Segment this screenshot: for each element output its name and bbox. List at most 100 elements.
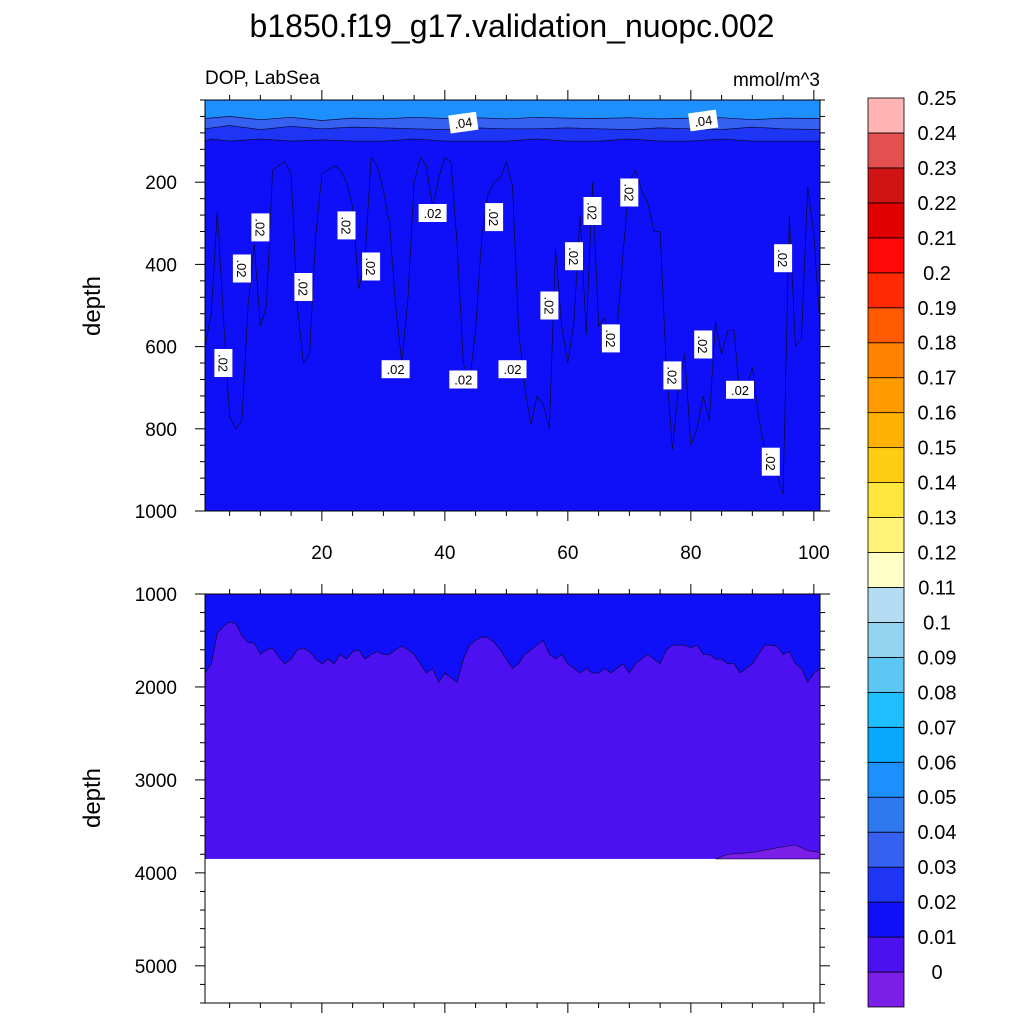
- top-band-0.01: [205, 100, 820, 495]
- colorbar-label: 0.16: [918, 403, 957, 425]
- contour-label-text: .02: [363, 257, 378, 275]
- chart-title: b1850.f19_g17.validation_nuopc.002: [250, 8, 775, 44]
- colorbar-label: 0.18: [918, 333, 957, 355]
- top-x-tick-label: 60: [557, 543, 578, 564]
- colorbar-swatch: [867, 342, 905, 379]
- top-x-tick-label: 80: [680, 543, 701, 564]
- contour-label-box: [774, 244, 793, 273]
- colorbar-label: 0.11: [918, 578, 955, 600]
- colorbar-swatch: [867, 132, 905, 169]
- contour-label: .02: [761, 447, 780, 476]
- colorbar-label: 0.19: [918, 298, 957, 320]
- contour-label-text: .02: [486, 208, 501, 226]
- colorbar-label: 0.23: [918, 158, 957, 180]
- contour-label: .02: [774, 244, 793, 273]
- top-y-tick-label: 1000: [135, 502, 177, 523]
- top-panel: .04 .04 .02 .02 .02 .02 .02 .02 .02 .02 .02 .02 .02.…: [79, 90, 830, 564]
- colorbar-swatch: [867, 237, 905, 274]
- contour-label-box: [726, 380, 754, 399]
- colorbar-label: 0.01: [918, 927, 957, 949]
- contour-label-text: .02: [566, 247, 581, 265]
- colorbar-label: 0.13: [918, 508, 957, 530]
- contour-label-box: [761, 447, 780, 476]
- bottom-y-tick-label: 3000: [135, 771, 177, 792]
- colorbar-swatch: [867, 447, 905, 483]
- contour-label: .02: [251, 213, 270, 242]
- bottom-deep-patch: [715, 844, 821, 860]
- contour-label-box: [214, 349, 233, 377]
- colorbar-label: 0.12: [918, 543, 957, 565]
- top-y-tick-label: 400: [145, 255, 177, 276]
- colorbar-label: 0.04: [918, 822, 957, 844]
- contour-label-box: [601, 324, 620, 353]
- contour-label: .02: [449, 370, 478, 389]
- contour-label: .04: [448, 111, 479, 134]
- colorbar-label: 0.21: [918, 228, 957, 250]
- contour-label-text: .02: [252, 218, 267, 236]
- contour-label: .04: [688, 109, 719, 132]
- colorbar-label: 0.1: [923, 612, 951, 634]
- colorbar-label: 0.17: [918, 368, 957, 390]
- contour-label: .02: [694, 330, 713, 359]
- contour-label-box: [232, 254, 251, 283]
- colorbar-label: 0.07: [918, 717, 957, 739]
- bottom-contour-line-0.01: [204, 621, 821, 684]
- contour-label-text: .02: [387, 362, 405, 377]
- colorbar-label: 0.2: [923, 263, 951, 285]
- colorbar-label: 0.06: [918, 752, 957, 774]
- contour-label-text: .02: [664, 366, 679, 384]
- contour-label-text: .02: [295, 278, 310, 296]
- colorbar-label: 0.22: [918, 193, 957, 215]
- contour-label: .02: [232, 254, 251, 283]
- contour-label-text: .02: [424, 206, 442, 221]
- contour-label-box: [540, 291, 559, 320]
- colorbar-swatch: [867, 482, 905, 518]
- colorbar-label: 0.09: [918, 647, 957, 669]
- colorbar-label: 0.03: [918, 857, 957, 879]
- contour-label: .02: [294, 273, 313, 301]
- contour-label-text: .02: [503, 362, 521, 377]
- bottom-panel: 1000 2000 3000 4000 5000 depth: [79, 584, 830, 1013]
- colorbar-label: 0.05: [918, 787, 957, 809]
- contour-label-text: .04: [693, 112, 713, 129]
- colorbar-swatch: [867, 726, 905, 763]
- colorbar-swatch: [867, 901, 905, 938]
- colorbar-swatch: [867, 796, 905, 833]
- contour-label-text: .02: [695, 335, 710, 353]
- colorbar-swatch: [867, 866, 905, 903]
- colorbar-swatch: [867, 377, 905, 414]
- contour-label: .02: [540, 291, 559, 320]
- colorbar-swatch: [867, 971, 905, 1008]
- top-y-tick-label: 800: [145, 420, 177, 441]
- contour-label-box: [485, 203, 504, 232]
- top-band-0.04: [205, 100, 820, 121]
- colorbar-label: 0.25: [918, 88, 957, 110]
- top-contour-line-0.02: [204, 138, 820, 142]
- colorbar-label: 0: [931, 962, 942, 984]
- bottom-y-axis-label: depth: [79, 768, 106, 828]
- contour-label-box: [688, 109, 719, 132]
- contour-label-box: [337, 211, 356, 240]
- contour-label-box: [694, 330, 713, 359]
- contour-label-text: .02: [775, 249, 790, 267]
- contour-label: .02: [565, 242, 583, 271]
- contour-label: .02: [381, 360, 410, 379]
- contour-label-box: [294, 273, 313, 301]
- colorbar-swatch: [867, 517, 905, 553]
- contour-label-box: [381, 360, 410, 379]
- contour-label-text: .02: [454, 373, 472, 388]
- top-y-tick-label: 200: [145, 173, 177, 194]
- colorbar-swatch: [867, 272, 905, 309]
- bottom-y-tick-label: 1000: [135, 585, 177, 606]
- units-label: mmol/m^3: [733, 70, 820, 91]
- top-x-tick-label: 100: [798, 543, 830, 564]
- colorbar-label: 0.08: [918, 682, 957, 704]
- contour-label: .02: [620, 178, 639, 207]
- contour-label: .02: [337, 211, 356, 240]
- colorbar-label: 0.02: [918, 892, 957, 914]
- contour-label: .02: [583, 197, 602, 225]
- colorbar-swatch: [867, 552, 905, 588]
- contour-label: .02: [485, 203, 504, 232]
- top-x-tick-label: 40: [434, 543, 455, 564]
